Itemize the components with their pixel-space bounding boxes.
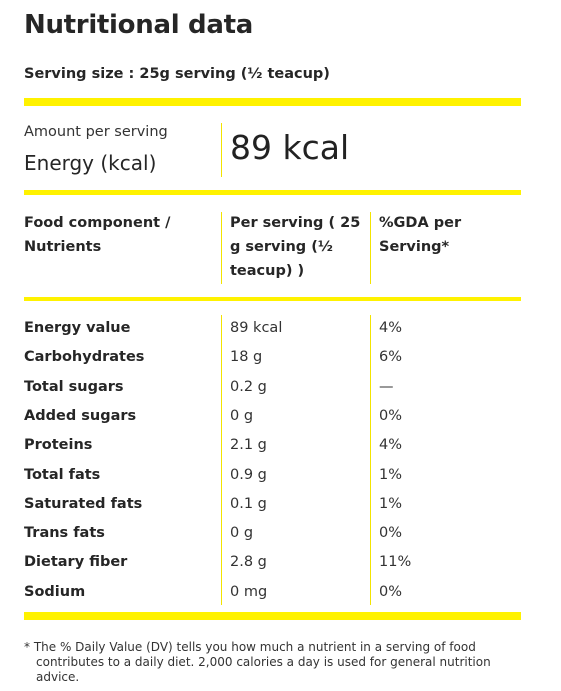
nutrient-gda: 0% bbox=[379, 407, 403, 424]
table-row: Energy value 89 kcal 4% bbox=[0, 318, 561, 347]
table-row: Total sugars 0.2 g — bbox=[0, 377, 561, 406]
divider-top bbox=[24, 98, 521, 106]
energy-divider bbox=[221, 123, 222, 177]
table-row: Total fats 0.9 g 1% bbox=[0, 465, 561, 494]
nutrient-name: Proteins bbox=[24, 437, 93, 454]
nutrient-name: Energy value bbox=[24, 320, 131, 336]
header-divider-1 bbox=[221, 212, 222, 284]
amount-per-serving-label: Amount per serving bbox=[24, 124, 168, 140]
column-header-per-serving: Per serving ( 25 g serving (½ teacup) ) bbox=[230, 215, 361, 279]
nutrient-amount: 0 g bbox=[230, 407, 254, 424]
nutrient-amount: 0 mg bbox=[230, 583, 268, 600]
nutrient-gda: — bbox=[379, 378, 394, 395]
footnote: * The % Daily Value (DV) tells you how m… bbox=[24, 640, 491, 684]
nutrient-name: Saturated fats bbox=[24, 495, 143, 512]
nutrient-name: Trans fats bbox=[24, 525, 105, 542]
nutrient-name: Added sugars bbox=[24, 407, 137, 424]
divider-header bbox=[24, 297, 521, 301]
nutrient-amount: 18 g bbox=[230, 349, 263, 366]
nutrient-name: Sodium bbox=[24, 583, 86, 600]
nutrient-gda: 1% bbox=[379, 466, 403, 483]
column-header-gda: %GDA per Serving* bbox=[379, 215, 462, 255]
energy-label: Energy (kcal) bbox=[24, 151, 157, 175]
column-header-component: Food component / Nutrients bbox=[24, 215, 171, 255]
divider-bottom bbox=[24, 612, 521, 620]
nutrient-gda: 4% bbox=[379, 437, 403, 454]
nutrient-amount: 0 g bbox=[230, 525, 254, 542]
nutrient-amount: 2.1 g bbox=[230, 437, 267, 454]
table-row: Sodium 0 mg 0% bbox=[0, 582, 561, 611]
nutrient-amount: 2.8 g bbox=[230, 554, 267, 571]
nutrient-gda: 4% bbox=[379, 320, 403, 336]
table-row: Dietary fiber 2.8 g 11% bbox=[0, 552, 561, 581]
nutrient-gda: 11% bbox=[379, 554, 412, 571]
nutrient-gda: 0% bbox=[379, 583, 403, 600]
table-row: Proteins 2.1 g 4% bbox=[0, 435, 561, 464]
table-row: Added sugars 0 g 0% bbox=[0, 406, 561, 435]
nutrient-gda: 6% bbox=[379, 349, 403, 366]
body-divider-1 bbox=[221, 315, 222, 605]
nutrient-name: Total fats bbox=[24, 466, 101, 483]
nutrient-amount: 0.9 g bbox=[230, 466, 267, 483]
nutrient-name: Carbohydrates bbox=[24, 349, 145, 366]
table-row: Saturated fats 0.1 g 1% bbox=[0, 494, 561, 523]
energy-value: 89 kcal bbox=[230, 128, 350, 167]
nutrient-amount: 89 kcal bbox=[230, 320, 283, 336]
nutrient-name: Total sugars bbox=[24, 378, 124, 395]
nutrient-amount: 0.1 g bbox=[230, 495, 267, 512]
nutrient-name: Dietary fiber bbox=[24, 554, 128, 571]
table-row: Trans fats 0 g 0% bbox=[0, 523, 561, 552]
nutrient-gda: 1% bbox=[379, 495, 403, 512]
serving-size: Serving size : 25g serving (½ teacup) bbox=[24, 66, 330, 82]
table-row: Carbohydrates 18 g 6% bbox=[0, 347, 561, 376]
nutrient-amount: 0.2 g bbox=[230, 378, 267, 395]
divider-energy bbox=[24, 190, 521, 195]
nutrient-gda: 0% bbox=[379, 525, 403, 542]
header-divider-2 bbox=[370, 212, 371, 284]
body-divider-2 bbox=[370, 315, 371, 605]
page-title: Nutritional data bbox=[24, 10, 253, 40]
